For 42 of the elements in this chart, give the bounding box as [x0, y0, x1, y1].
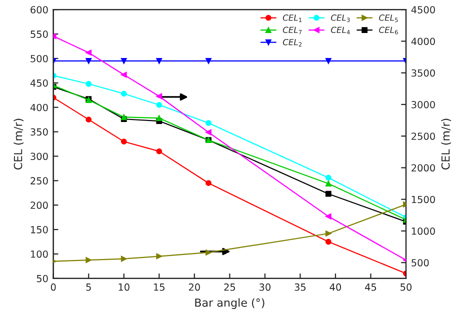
x-tick-label: 0 — [50, 283, 56, 291]
y-tick-label: 300 — [30, 152, 48, 160]
y2-tick-label: 2500 — [412, 132, 435, 140]
y-tick-label: 350 — [30, 128, 48, 136]
y-tick-label: 600 — [30, 6, 48, 14]
x-tick-label: 25 — [224, 283, 236, 291]
y-axis-title: CEL (m/r) — [14, 118, 24, 170]
x-tick-label: 20 — [188, 283, 200, 291]
y-tick-label: 400 — [30, 104, 48, 112]
y2-tick-label: 500 — [412, 259, 429, 266]
x-tick-label: 5 — [86, 284, 91, 291]
y-tick-label: 200 — [30, 202, 48, 209]
y-tick-label: 100 — [31, 250, 48, 258]
legend-label: CEL$_{3}$ — [331, 14, 350, 22]
x-tick-label: 50 — [400, 283, 412, 291]
legend-label: CEL$_{5}$ — [379, 14, 398, 22]
y2-tick-label: 1000 — [412, 227, 435, 235]
y2-axis-title: CEL (m/r) — [441, 118, 452, 170]
x-axis-title: Bar angle (°) — [195, 298, 264, 309]
y2-tick-label: 3500 — [412, 69, 435, 77]
y2-tick-label: 1500 — [412, 196, 435, 204]
y-tick-label: 500 — [30, 54, 48, 62]
y-tick-label: 550 — [30, 30, 48, 38]
legend-label: CEL$_{4}$ — [331, 26, 350, 34]
x-tick-label: 45 — [365, 284, 376, 291]
y-tick-label: 150 — [31, 226, 48, 234]
x-tick-label: 40 — [330, 283, 342, 291]
y2-tick-label: 4000 — [411, 38, 435, 46]
y-tick-label: 50 — [36, 274, 48, 282]
legend-label: CEL$_{2}$ — [282, 38, 302, 47]
y2-tick-label: 2000 — [412, 164, 435, 172]
y-tick-label: 450 — [30, 79, 48, 87]
x-tick-label: 10 — [118, 283, 130, 291]
legend-label: CEL$_{1}$ — [282, 14, 302, 22]
y-tick-label: 250 — [30, 177, 48, 184]
y2-tick-label: 3000 — [412, 100, 435, 108]
legend-label: CEL$_{7}$ — [282, 26, 302, 34]
x-tick-label: 35 — [294, 283, 306, 291]
x-tick-label: 15 — [154, 284, 164, 291]
legend-label: CEL$_{6}$ — [379, 26, 398, 34]
x-tick-label: 30 — [260, 283, 270, 291]
y2-tick-label: 4500 — [411, 6, 435, 14]
